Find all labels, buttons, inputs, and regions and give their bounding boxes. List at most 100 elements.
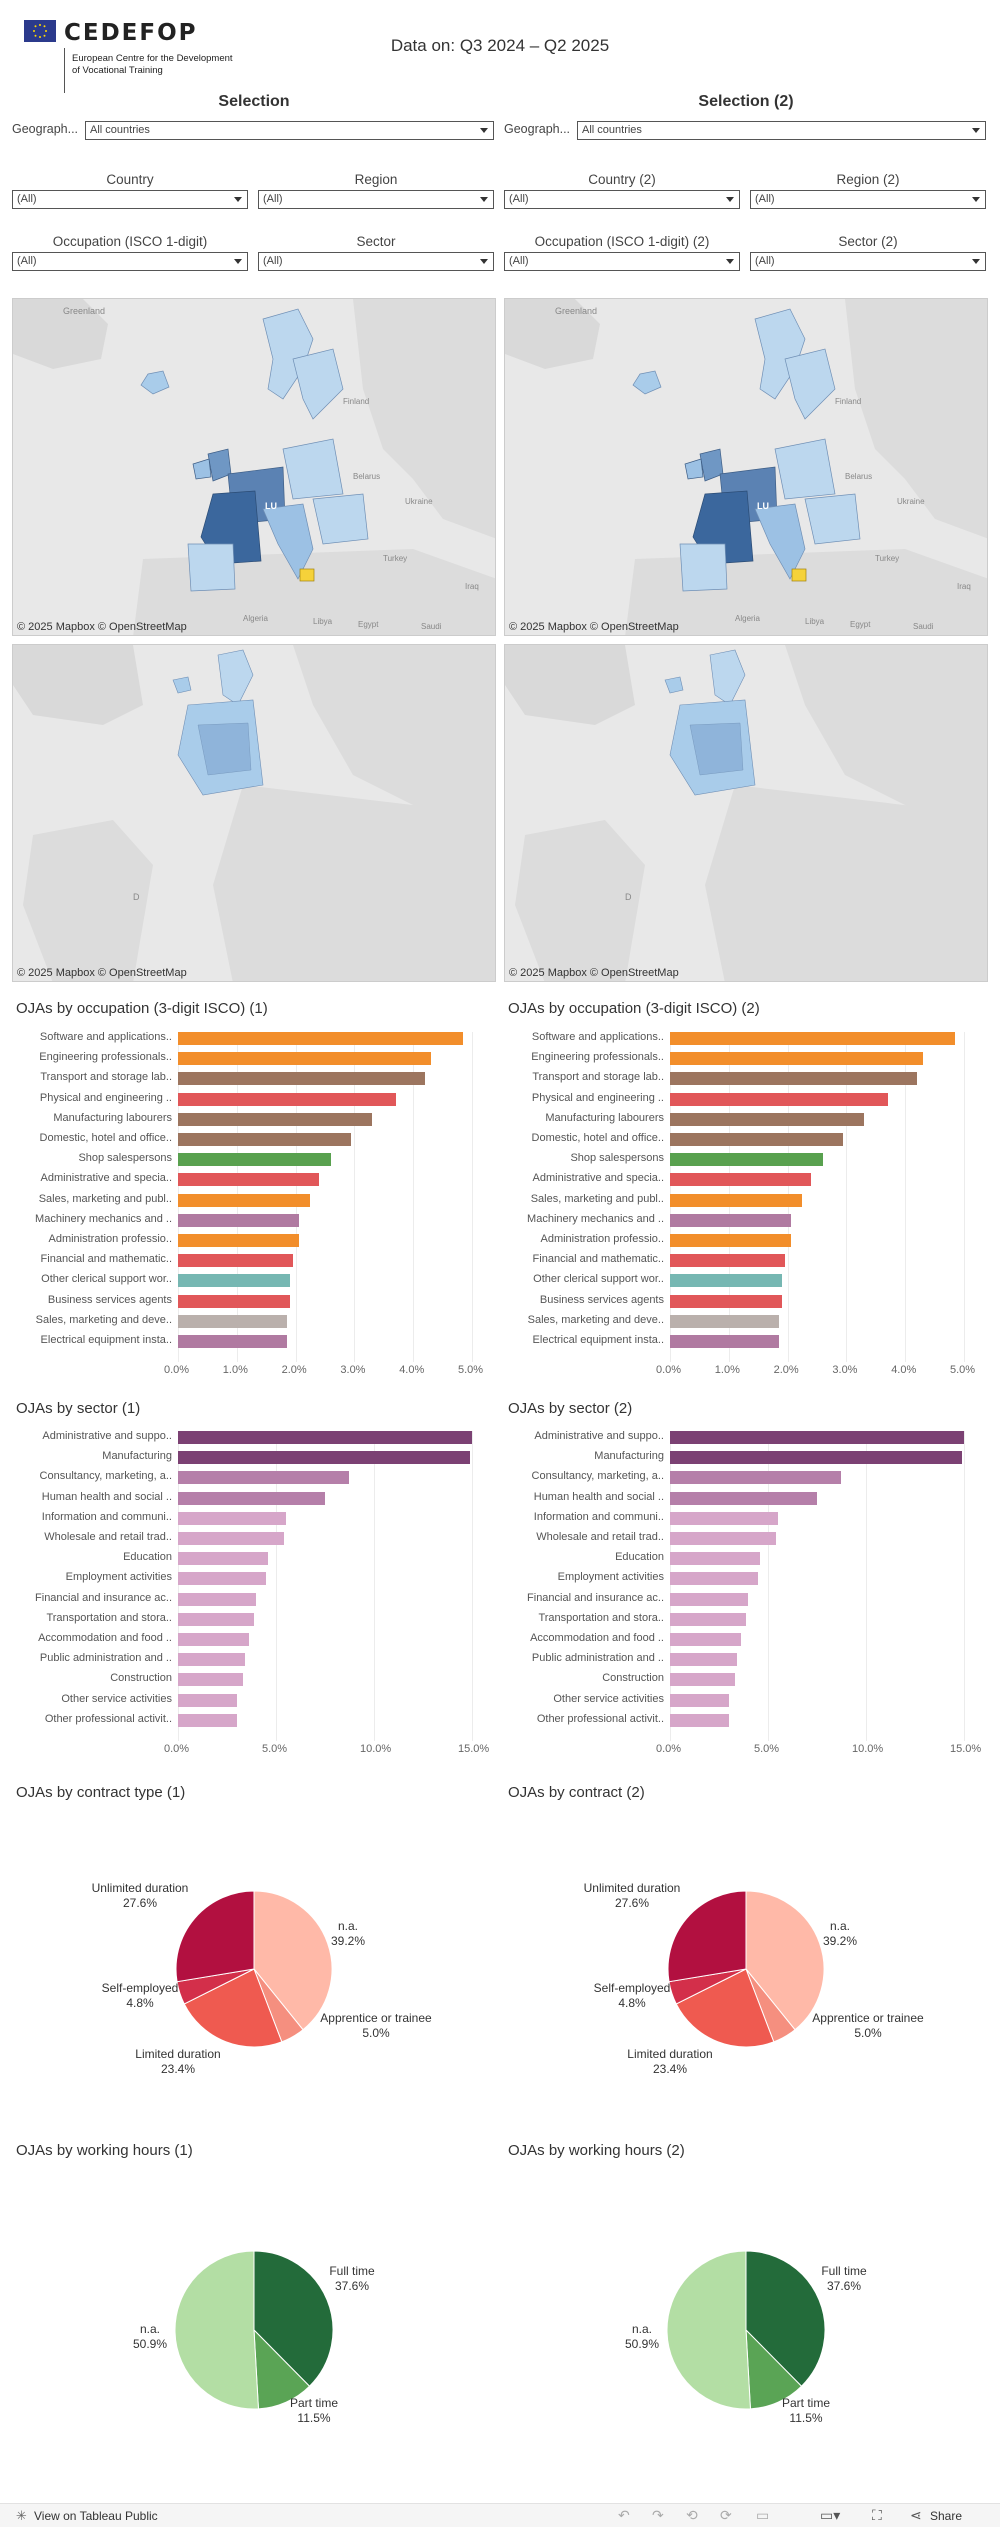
bar[interactable]	[670, 1633, 741, 1646]
bar[interactable]	[670, 1431, 964, 1444]
bar[interactable]	[178, 1092, 396, 1106]
bar[interactable]	[670, 1653, 737, 1667]
bar[interactable]	[178, 1112, 373, 1126]
bar[interactable]	[178, 1335, 287, 1348]
bar[interactable]	[670, 1193, 803, 1207]
geography-dropdown[interactable]: All countries	[85, 121, 494, 140]
bar[interactable]	[670, 1254, 785, 1268]
bar[interactable]	[178, 1612, 255, 1626]
pie-slice[interactable]	[666, 2250, 751, 2410]
bar[interactable]	[178, 1511, 286, 1525]
bar[interactable]	[178, 1254, 293, 1268]
share-icon[interactable]: ⋖	[910, 2507, 922, 2523]
bar[interactable]	[670, 1314, 779, 1328]
region-dropdown-2[interactable]: (All)	[750, 190, 986, 209]
bar[interactable]	[178, 1713, 237, 1727]
pie-slice[interactable]	[675, 1968, 775, 2048]
pie-slice[interactable]	[175, 1890, 255, 1983]
bar[interactable]	[178, 1633, 249, 1646]
bar[interactable]	[178, 1451, 471, 1465]
bar[interactable]	[178, 1673, 243, 1687]
bar[interactable]	[178, 1133, 352, 1146]
region-map-2[interactable]: D © 2025 Mapbox © OpenStreetMap	[504, 644, 988, 982]
bar[interactable]	[670, 1173, 812, 1187]
bar[interactable]	[670, 1092, 888, 1106]
region-dropdown[interactable]: (All)	[258, 190, 494, 209]
bar[interactable]	[178, 1314, 287, 1328]
country-dropdown-2[interactable]: (All)	[504, 190, 740, 209]
bar-category-label: Human health and social ..	[41, 1490, 172, 1503]
bar[interactable]	[670, 1072, 917, 1086]
bar[interactable]	[178, 1032, 464, 1045]
bar[interactable]	[178, 1274, 290, 1288]
bar[interactable]	[178, 1431, 472, 1444]
bar[interactable]	[670, 1532, 776, 1545]
bar[interactable]	[670, 1294, 782, 1308]
bar[interactable]	[670, 1471, 841, 1485]
sector-dropdown-2[interactable]: (All)	[750, 252, 986, 271]
bar[interactable]	[670, 1511, 778, 1525]
pie-slice[interactable]	[745, 1890, 825, 2031]
bar[interactable]	[178, 1552, 269, 1566]
bar[interactable]	[178, 1052, 431, 1066]
bar[interactable]	[670, 1032, 956, 1045]
region-map[interactable]: D © 2025 Mapbox © OpenStreetMap	[12, 644, 496, 982]
bar[interactable]	[670, 1552, 761, 1566]
bar[interactable]	[178, 1072, 425, 1086]
pie-slice[interactable]	[183, 1968, 283, 2048]
bar[interactable]	[178, 1491, 325, 1505]
bar[interactable]	[178, 1294, 290, 1308]
refresh-icon[interactable]: ⟳	[720, 2507, 732, 2523]
bar[interactable]	[670, 1153, 823, 1167]
pie-slice[interactable]	[745, 2250, 826, 2387]
bar[interactable]	[178, 1213, 299, 1227]
bar[interactable]	[178, 1471, 349, 1485]
pie-slice[interactable]	[253, 2250, 334, 2387]
share-button[interactable]: Share	[930, 2509, 963, 2523]
pie-slice[interactable]	[174, 2250, 259, 2410]
bar-category-label: Administrative and specia..	[40, 1172, 172, 1185]
bar[interactable]	[670, 1693, 729, 1707]
pie-slice[interactable]	[253, 1890, 333, 2031]
country-dropdown[interactable]: (All)	[12, 190, 248, 209]
bar[interactable]	[670, 1451, 963, 1465]
pause-icon[interactable]: ▭	[756, 2507, 770, 2523]
bar[interactable]	[670, 1592, 749, 1606]
bar[interactable]	[670, 1052, 923, 1066]
bar[interactable]	[178, 1572, 267, 1586]
bar[interactable]	[670, 1491, 817, 1505]
pie-slice[interactable]	[667, 1890, 747, 1983]
bar[interactable]	[178, 1234, 299, 1247]
bar[interactable]	[670, 1133, 844, 1146]
country-map[interactable]: Greenland Finland Belarus Ukraine Turkey…	[12, 298, 496, 636]
sector-dropdown[interactable]: (All)	[258, 252, 494, 271]
bar[interactable]	[178, 1592, 257, 1606]
undo-icon[interactable]: ↶	[618, 2507, 630, 2523]
occupation-dropdown[interactable]: (All)	[12, 252, 248, 271]
bar[interactable]	[670, 1274, 782, 1288]
cedefop-logo[interactable]: CEDEFOP European Centre for the Developm…	[24, 18, 254, 93]
bar[interactable]	[178, 1173, 320, 1187]
bar[interactable]	[178, 1693, 237, 1707]
bar[interactable]	[670, 1234, 791, 1247]
country-map-2[interactable]: Greenland Finland Belarus Ukraine Turkey…	[504, 298, 988, 636]
view-on-tableau-link[interactable]: View on Tableau Public	[34, 2509, 158, 2523]
revert-icon[interactable]: ⟲	[686, 2507, 698, 2523]
bar[interactable]	[178, 1153, 331, 1167]
bar[interactable]	[670, 1112, 865, 1126]
pie-slice-label: Limited duration 23.4%	[135, 2047, 220, 2077]
fullscreen-icon[interactable]: ⛶	[872, 2507, 882, 2523]
bar[interactable]	[670, 1673, 735, 1687]
geography-dropdown-2[interactable]: All countries	[577, 121, 986, 140]
bar[interactable]	[178, 1653, 245, 1667]
redo-icon[interactable]: ↷	[652, 2507, 664, 2523]
bar[interactable]	[670, 1213, 791, 1227]
occupation-dropdown-2[interactable]: (All)	[504, 252, 740, 271]
bar[interactable]	[178, 1193, 311, 1207]
bar[interactable]	[670, 1612, 747, 1626]
bar[interactable]	[670, 1713, 729, 1727]
bar[interactable]	[670, 1572, 759, 1586]
device-preview-icon[interactable]: ▭▾	[820, 2507, 841, 2523]
bar[interactable]	[670, 1335, 779, 1348]
bar[interactable]	[178, 1532, 284, 1545]
